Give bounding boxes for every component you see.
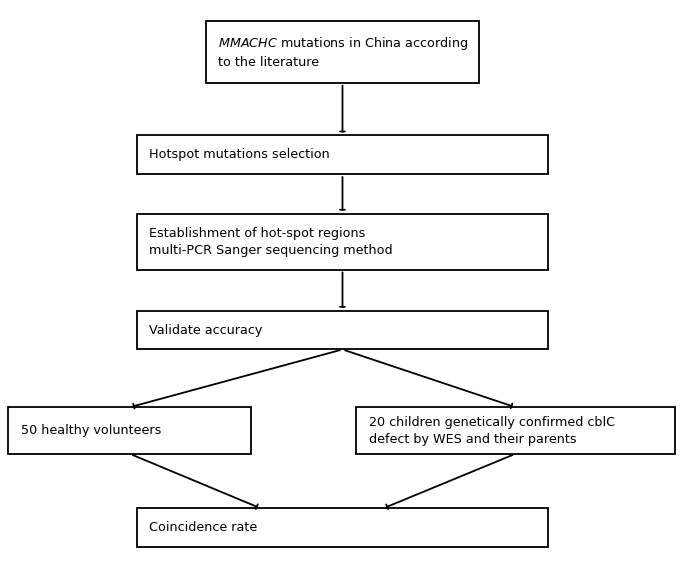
FancyBboxPatch shape <box>137 311 548 349</box>
Text: Establishment of hot-spot regions
multi-PCR Sanger sequencing method: Establishment of hot-spot regions multi-… <box>149 227 393 256</box>
FancyBboxPatch shape <box>137 135 548 174</box>
FancyBboxPatch shape <box>356 407 675 454</box>
FancyBboxPatch shape <box>8 407 251 454</box>
Text: Validate accuracy: Validate accuracy <box>149 324 263 336</box>
Text: 50 healthy volunteers: 50 healthy volunteers <box>21 424 161 437</box>
Text: $\it{MMACHC}$ mutations in China according
to the literature: $\it{MMACHC}$ mutations in China accordi… <box>218 35 468 69</box>
Text: Coincidence rate: Coincidence rate <box>149 521 258 534</box>
Text: Hotspot mutations selection: Hotspot mutations selection <box>149 148 330 161</box>
Text: 20 children genetically confirmed cblC
defect by WES and their parents: 20 children genetically confirmed cblC d… <box>369 416 614 445</box>
FancyBboxPatch shape <box>137 214 548 270</box>
FancyBboxPatch shape <box>137 508 548 547</box>
FancyBboxPatch shape <box>206 21 480 83</box>
